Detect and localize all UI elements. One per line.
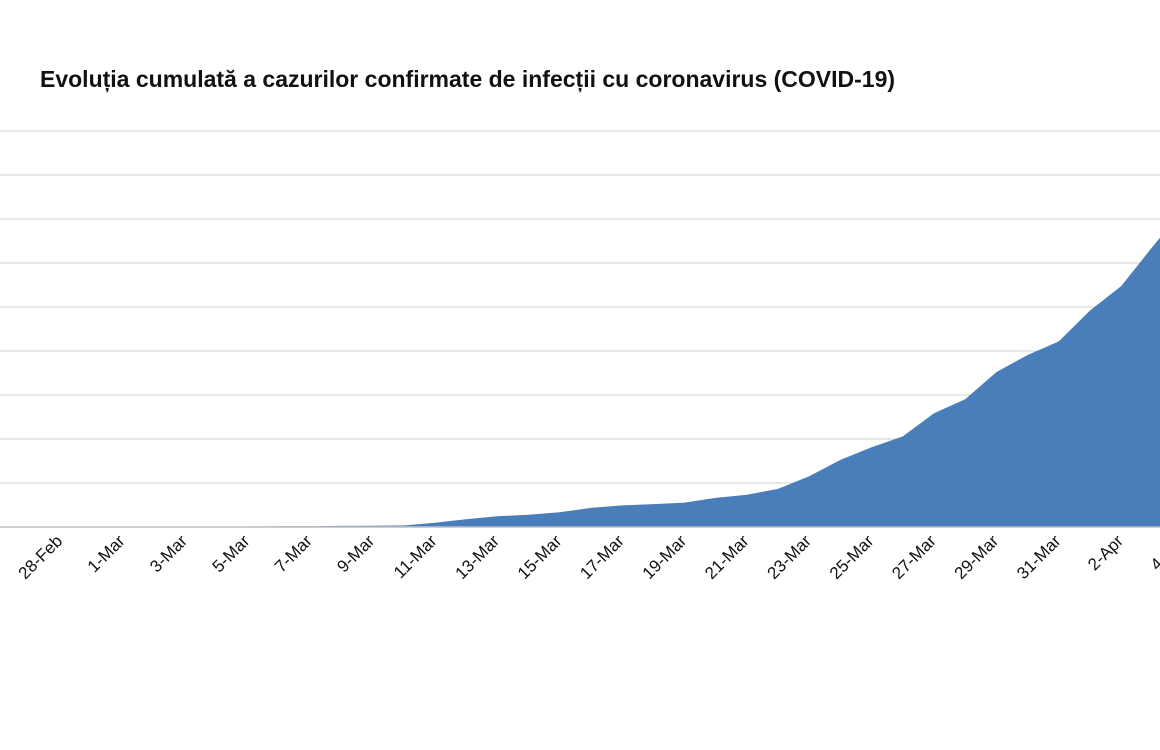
- area-series-0: [0, 237, 1160, 527]
- x-tick-labels: 28-Feb 1-Mar 3-Mar 5-Mar 7-Mar 9-Mar 11-Mar 13-…: [15, 531, 1160, 583]
- x-tick-label: 3-Mar: [146, 531, 191, 576]
- gridlines: [0, 130, 1160, 484]
- x-tick-label: 28-Feb: [15, 531, 67, 583]
- x-tick-label: 25-Mar: [826, 531, 878, 583]
- x-tick-label: 29-Mar: [951, 531, 1003, 583]
- x-tick-label: 2-Apr: [1084, 531, 1127, 574]
- x-tick-label: 4-Apr: [1147, 531, 1160, 574]
- x-tick-label: 19-Mar: [639, 531, 691, 583]
- x-tick-label: 9-Mar: [333, 531, 378, 576]
- x-tick-label: 21-Mar: [701, 531, 753, 583]
- x-tick-label: 13-Mar: [452, 531, 504, 583]
- x-tick-label: 5-Mar: [209, 531, 254, 576]
- x-tick-label: 15-Mar: [514, 531, 566, 583]
- x-tick-label: 23-Mar: [764, 531, 816, 583]
- x-tick-label: 7-Mar: [271, 531, 316, 576]
- x-tick-label: 11-Mar: [390, 531, 441, 582]
- chart-title: Evoluția cumulată a cazurilor confirmate…: [40, 66, 895, 93]
- x-tick-label: 1-Mar: [84, 531, 129, 576]
- plot-area: [0, 237, 1160, 527]
- x-tick-label: 31-Mar: [1013, 531, 1065, 583]
- x-tick-label: 17-Mar: [576, 531, 628, 583]
- x-tick-label: 27-Mar: [888, 531, 940, 583]
